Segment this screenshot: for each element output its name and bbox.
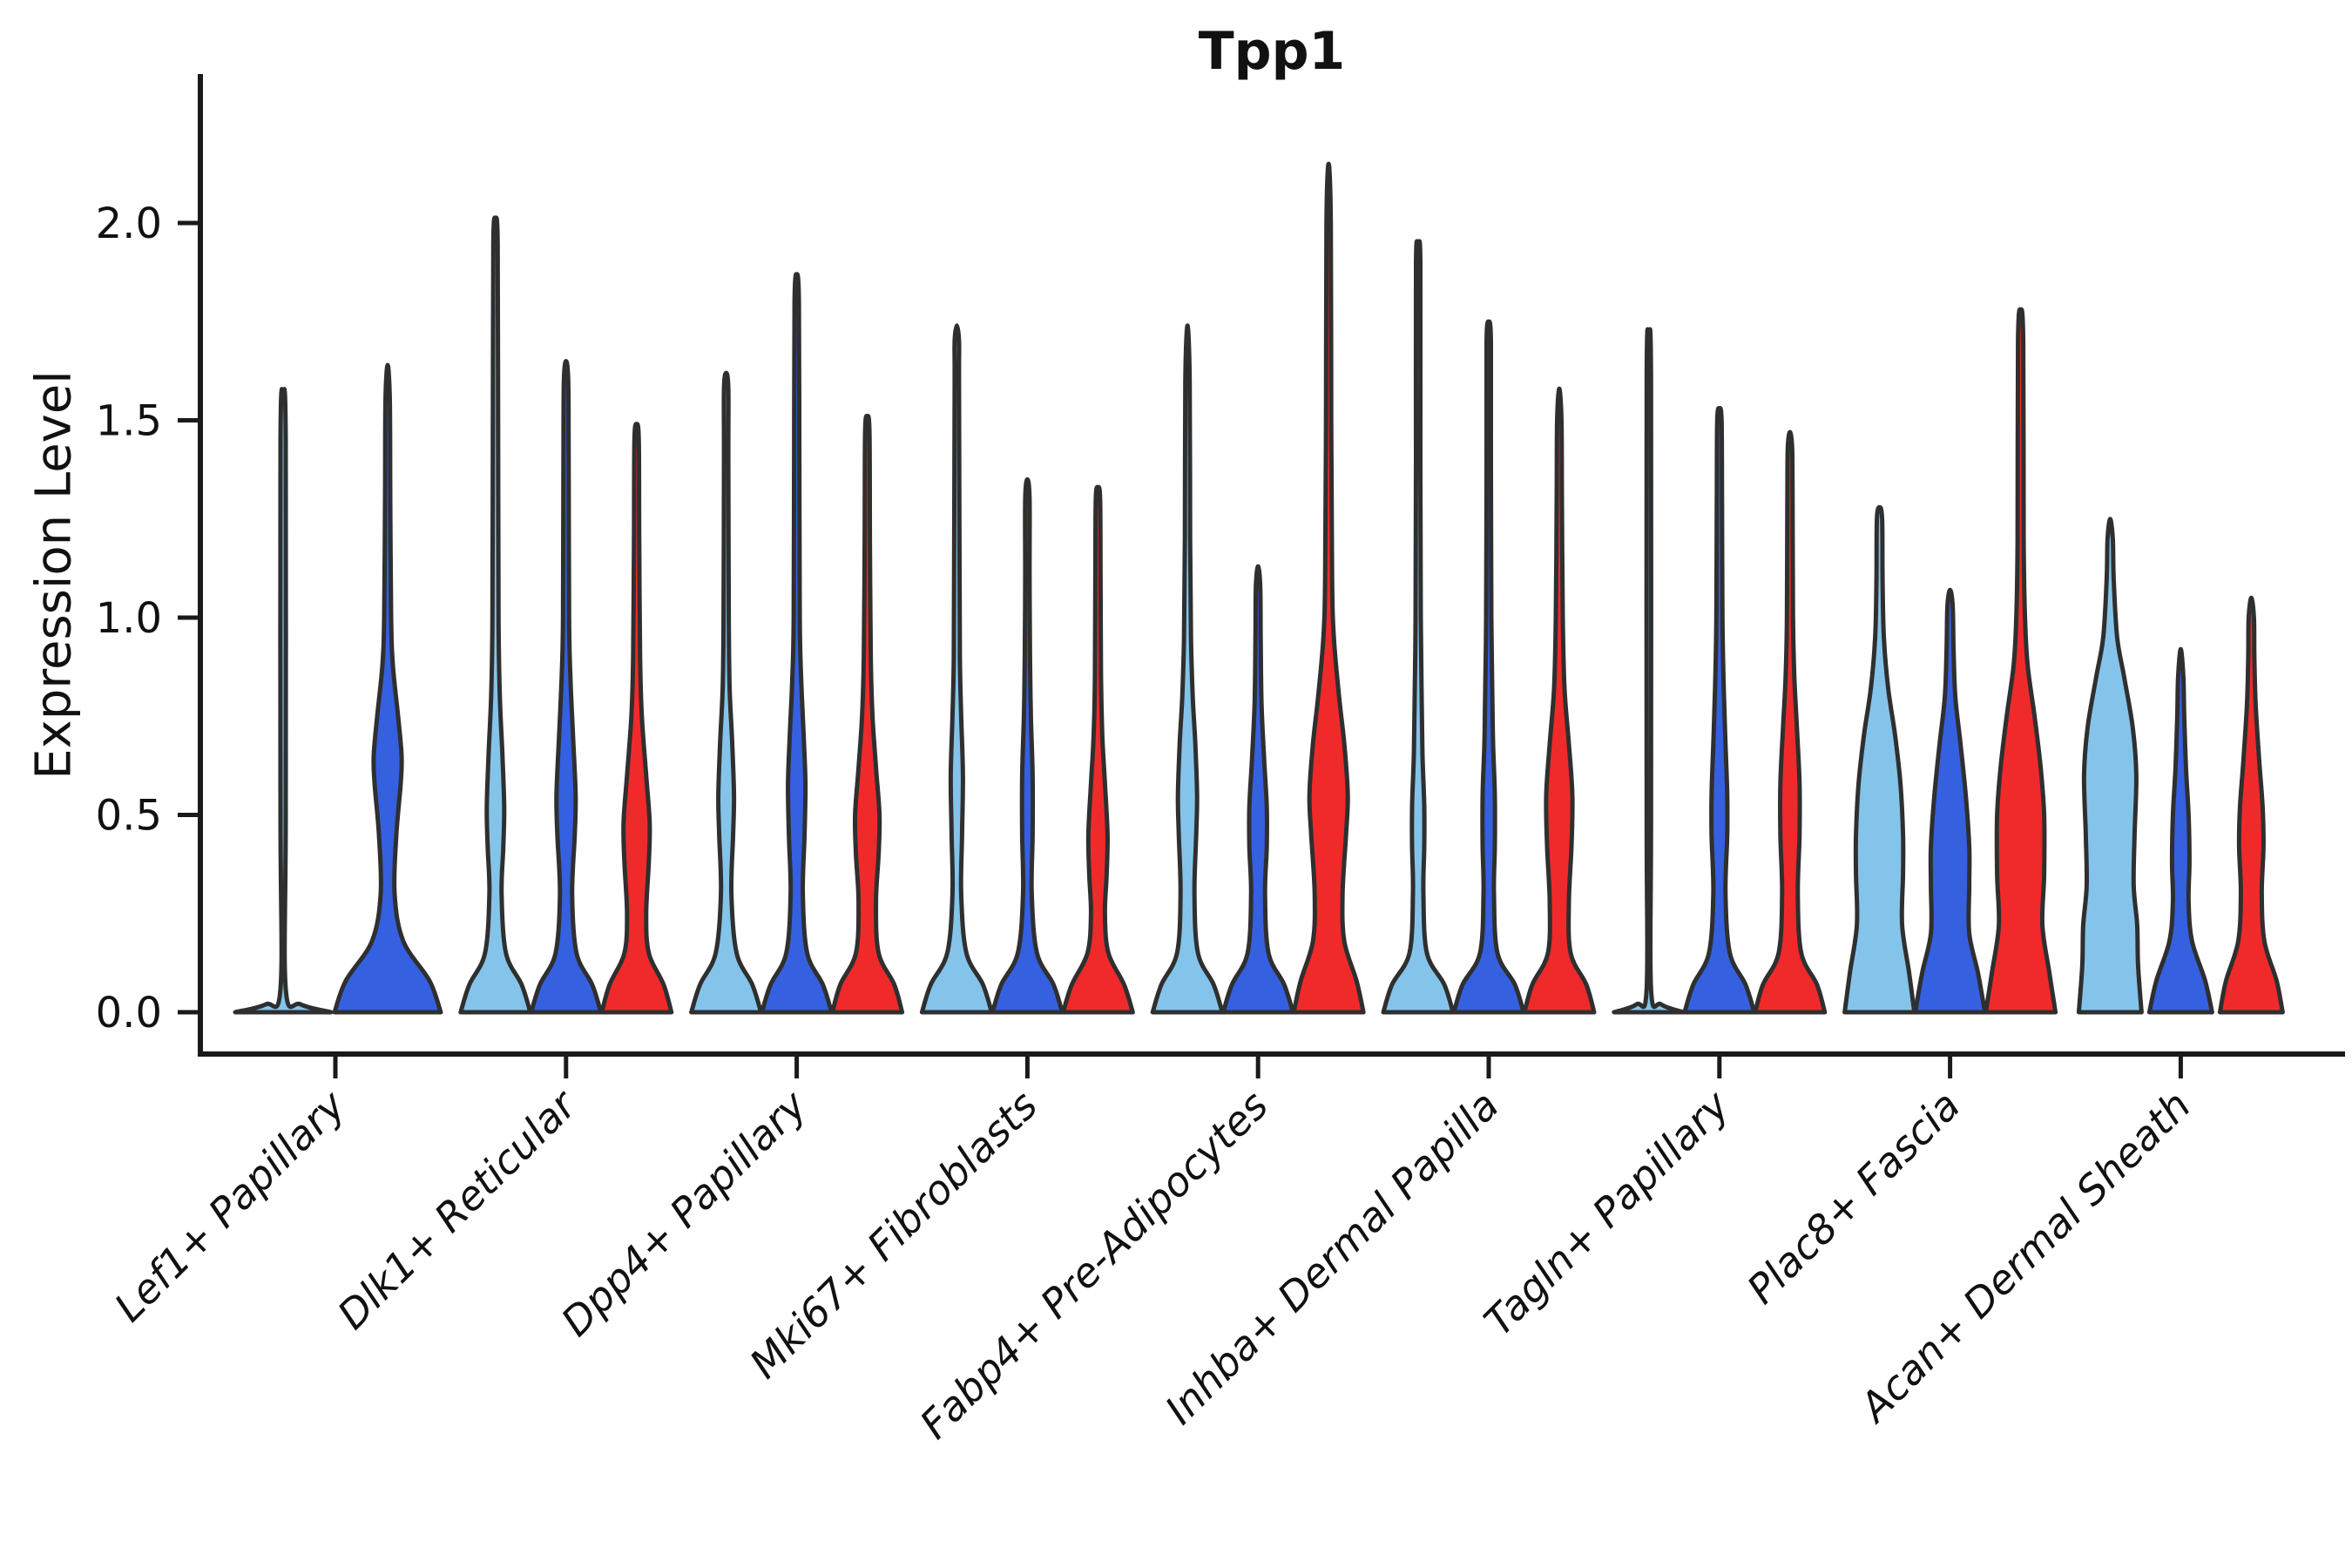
violin-fabp4-light-blue bbox=[1150, 323, 1225, 1015]
violin-inhba-dark-blue bbox=[1451, 319, 1526, 1015]
chart-title: Tpp1 bbox=[1198, 21, 1346, 82]
x-tick-label: Lef1+ Papillary bbox=[105, 1081, 355, 1330]
violin-lef1-dark-blue bbox=[332, 362, 443, 1015]
violin-fabp4-dark-blue bbox=[1220, 564, 1295, 1015]
x-tick-label: Plac8+ Fascia bbox=[1738, 1082, 1969, 1313]
violin-dpp4-dark-blue bbox=[760, 272, 835, 1015]
violin-mki67-red bbox=[1060, 484, 1135, 1015]
x-tick-label: Tagln+ Papillary bbox=[1475, 1081, 1739, 1345]
violin-mki67-dark-blue bbox=[990, 476, 1064, 1015]
violin-plac8-dark-blue bbox=[1913, 587, 1988, 1015]
violin-inhba-light-blue bbox=[1381, 239, 1456, 1015]
violin-lef1-light-blue bbox=[233, 387, 334, 1015]
violin-inhba-red bbox=[1522, 386, 1597, 1015]
violin-dpp4-red bbox=[830, 414, 905, 1015]
violin-tagln-red bbox=[1753, 429, 1828, 1015]
x-tick-label: Dpp4+ Papillary bbox=[552, 1081, 816, 1345]
violin-mki67-light-blue bbox=[919, 323, 994, 1015]
violin-fabp4-red bbox=[1291, 161, 1366, 1015]
violin-acan-red bbox=[2217, 595, 2285, 1015]
x-tick-label: Dlk1+ Reticular bbox=[328, 1079, 587, 1338]
violin-dpp4-light-blue bbox=[689, 370, 764, 1015]
y-tick-label: 1.5 bbox=[96, 396, 162, 445]
y-tick-label: 0.5 bbox=[96, 791, 162, 840]
violin-dlk1-red bbox=[599, 422, 674, 1015]
violin-plac8-light-blue bbox=[1842, 504, 1917, 1015]
violin-dlk1-light-blue bbox=[458, 215, 533, 1015]
y-tick-label: 2.0 bbox=[96, 199, 162, 248]
violin-plac8-red bbox=[1984, 307, 2058, 1015]
violin-acan-light-blue bbox=[2076, 517, 2144, 1015]
violin-tagln-light-blue bbox=[1612, 327, 1686, 1015]
y-tick-label: 1.0 bbox=[96, 594, 162, 643]
violin-acan-dark-blue bbox=[2146, 646, 2214, 1015]
violin-tagln-dark-blue bbox=[1682, 406, 1757, 1015]
y-tick-label: 0.0 bbox=[96, 989, 162, 1037]
violin-dlk1-dark-blue bbox=[529, 359, 604, 1015]
